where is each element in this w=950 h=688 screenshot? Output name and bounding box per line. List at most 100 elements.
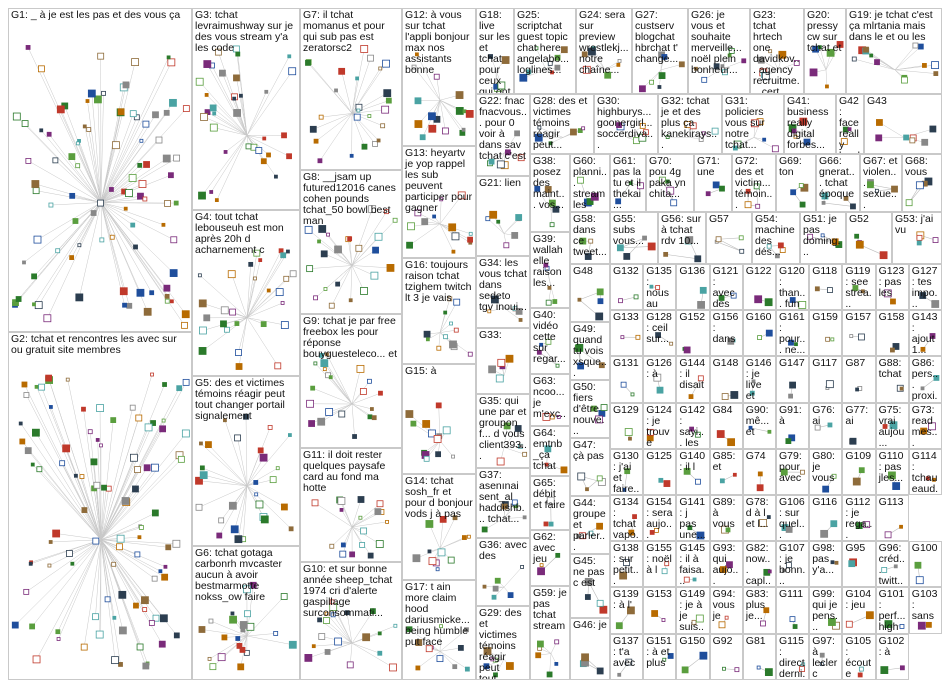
group-label: G46: je [573,619,607,631]
node [286,249,290,254]
node [496,160,505,169]
group-label: G107: je bonn... [779,542,806,588]
edge [315,363,353,405]
node [517,154,525,162]
node [95,630,104,639]
group-panel-g69: G69: ton [776,154,816,212]
edge [503,586,511,596]
node [422,420,431,428]
node [492,657,498,663]
node [828,618,837,627]
group-label: G153 [646,588,672,601]
node [658,72,666,80]
group-graph [788,339,798,347]
group-panel-g61: G61: pas la tu et il thekai... [610,154,646,212]
edge [765,69,779,77]
group-panel-g3: G3: tchat levraimushway sur je des vous … [192,8,300,210]
node [767,429,772,434]
edge [701,290,704,305]
edge [498,221,505,234]
edge [100,108,187,203]
edge [327,642,353,653]
node [367,552,374,559]
edge [61,463,102,540]
edge [246,434,291,486]
node [133,114,140,121]
group-graph [682,651,708,673]
edge [221,635,248,658]
node [38,383,46,391]
edge [439,651,455,667]
node [929,333,936,340]
edge [100,422,154,540]
edge [503,152,522,158]
node [125,189,133,197]
edge [550,209,556,211]
node [685,236,694,244]
edge [100,467,148,540]
node [173,632,180,639]
edge [351,110,359,114]
edge [439,195,462,225]
node [432,214,437,219]
edge [351,526,371,556]
group-panel-g2: G2: tchat et rencontres les avec sur ou … [8,332,192,680]
node [346,661,354,669]
edge [246,291,280,318]
node [591,46,596,52]
node [287,54,292,59]
edge [351,521,388,528]
edge [876,188,895,192]
node [389,663,397,672]
edge [651,286,658,288]
edge [313,113,353,130]
edge [562,128,584,138]
edge [100,177,133,203]
edge [50,539,102,543]
edge [423,440,441,454]
edge [437,438,441,441]
edge [894,65,925,71]
node [61,102,69,110]
node [288,67,297,76]
edge [891,475,897,486]
node [39,128,44,133]
node [158,569,163,574]
node [425,337,430,342]
node [596,522,603,530]
node [393,623,398,628]
edge [331,265,353,306]
node [684,121,692,128]
node [65,550,73,557]
node [732,145,738,151]
group-label: G69: ton [779,155,802,178]
group-graph [689,426,702,438]
group-graph [543,262,558,306]
edge [351,109,386,114]
node [240,536,247,543]
group-graph [849,437,857,445]
edge [99,408,102,540]
edge [503,153,505,166]
edge [100,191,125,203]
node [406,626,413,633]
node [235,636,241,641]
group-label: G3: tchat levraimushway sur je des vous … [195,9,294,54]
node [12,112,21,121]
node [468,240,473,245]
group-panel-g20: G20: pressycw sur tchat et [804,8,846,94]
node [457,644,464,651]
edge [718,238,742,252]
edge [38,202,102,306]
node [534,185,541,192]
node [38,65,45,73]
edge [100,467,156,540]
node [164,200,171,207]
group-label: G152 [679,311,706,324]
node [549,222,555,228]
edge [486,659,505,667]
edge [232,619,248,637]
node [552,299,558,304]
edge [351,265,365,292]
node [847,127,852,132]
